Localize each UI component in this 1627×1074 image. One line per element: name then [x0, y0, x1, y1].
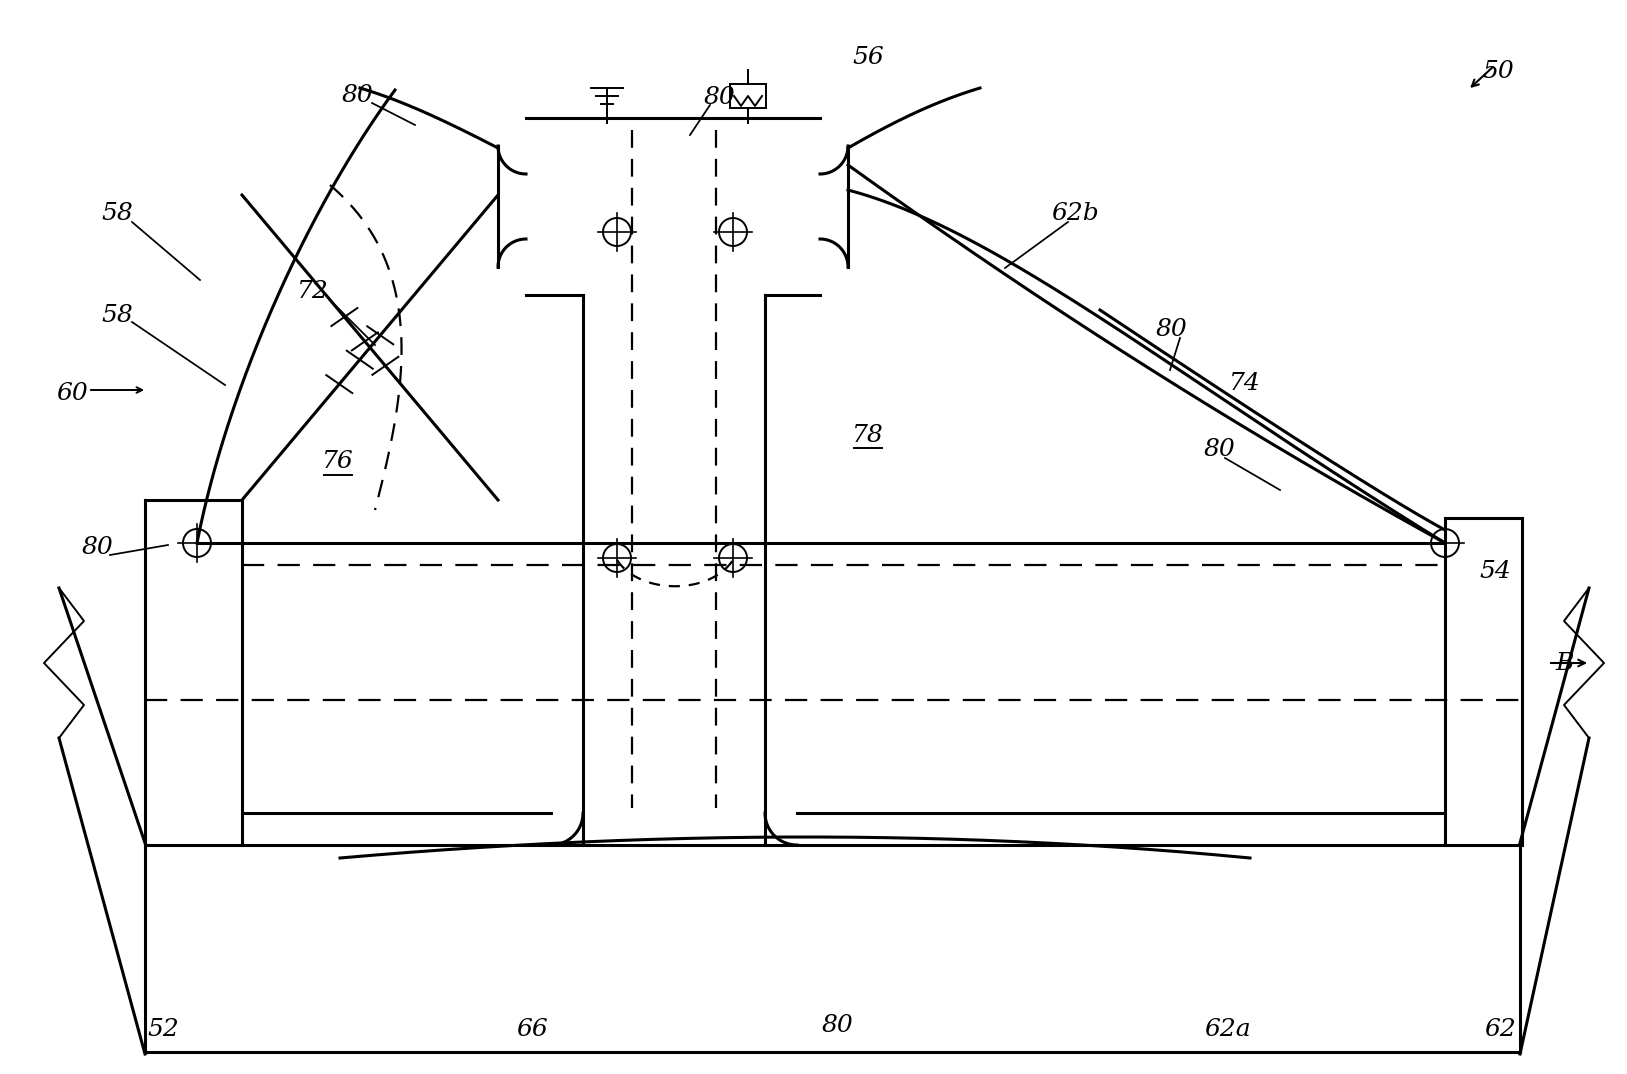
Text: 56: 56 — [853, 46, 883, 70]
Text: 52: 52 — [146, 1018, 179, 1042]
Text: 80: 80 — [81, 536, 114, 558]
Text: 58: 58 — [101, 202, 133, 224]
Text: 62: 62 — [1484, 1018, 1516, 1042]
Text: 76: 76 — [322, 450, 355, 474]
Text: 54: 54 — [1479, 561, 1511, 583]
Text: 74: 74 — [1228, 372, 1261, 394]
Text: 80: 80 — [704, 87, 735, 110]
Text: 62a: 62a — [1204, 1018, 1251, 1042]
Text: 80: 80 — [822, 1014, 854, 1036]
Text: 78: 78 — [853, 423, 883, 447]
Text: 60: 60 — [55, 381, 88, 405]
Text: 58: 58 — [101, 304, 133, 326]
Text: 62b: 62b — [1051, 202, 1098, 224]
Text: B: B — [1555, 652, 1575, 674]
Text: 80: 80 — [342, 84, 374, 106]
Text: 66: 66 — [516, 1018, 548, 1042]
Text: 80: 80 — [1204, 438, 1237, 462]
Text: 50: 50 — [1482, 60, 1513, 84]
Text: 72: 72 — [298, 280, 329, 304]
Text: 80: 80 — [1157, 319, 1188, 342]
